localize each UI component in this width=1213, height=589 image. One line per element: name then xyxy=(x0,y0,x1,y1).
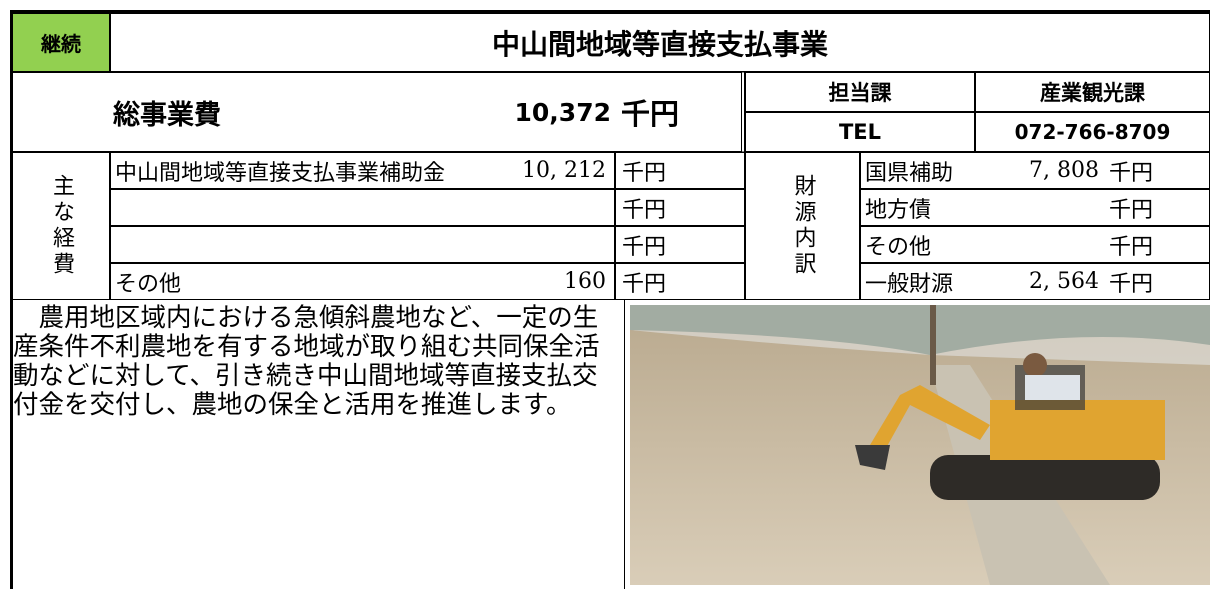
total-unit: 千円 xyxy=(621,97,680,131)
expense-name: 中山間地域等直接支払事業補助金 xyxy=(115,160,446,186)
expenses-label: 主な経費 xyxy=(49,174,74,278)
expense-unit: 千円 xyxy=(622,160,667,186)
funding-unit: 千円 xyxy=(1109,234,1154,260)
funding-label: 財源内訳 xyxy=(790,174,816,278)
total-amount: 10,372 xyxy=(514,97,611,127)
expenses-label-cell: 主な経費 xyxy=(10,152,110,300)
expense-amount: 10, 212 xyxy=(522,158,606,183)
expense-name: その他 xyxy=(115,271,182,297)
expense-unit: 千円 xyxy=(622,234,667,260)
description: 農用地区域内における急傾斜農地など、一定の生産条件不利農地を有する地域が取り組む… xyxy=(13,303,600,420)
funding-name: その他 xyxy=(865,234,932,260)
expense-unit-cell: 千円 xyxy=(615,263,745,300)
title: 中山間地域等直接支払事業 xyxy=(110,10,1210,72)
funding-row: 一般財源 2, 564 千円 xyxy=(860,263,1210,300)
expense-row: 中山間地域等直接支払事業補助金 10, 212 xyxy=(110,152,615,189)
expense-unit-cell: 千円 xyxy=(615,152,745,189)
dept: 産業観光課 xyxy=(975,72,1210,112)
status: 継続 xyxy=(10,10,110,72)
expense-row xyxy=(110,189,615,226)
description-cell: 農用地区域内における急傾斜農地など、一定の生産条件不利農地を有する地域が取り組む… xyxy=(10,300,625,589)
expense-row xyxy=(110,226,615,263)
funding-row: その他 千円 xyxy=(860,226,1210,263)
expense-unit-cell: 千円 xyxy=(615,226,745,263)
tel: 072-766-8709 xyxy=(975,112,1210,152)
expense-unit-cell: 千円 xyxy=(615,189,745,226)
funding-amount: 2, 564 xyxy=(1029,269,1099,294)
total-label: 総事業費 xyxy=(113,99,221,131)
funding-name: 国県補助 xyxy=(865,160,954,186)
expense-row: その他 160 xyxy=(110,263,615,300)
funding-unit: 千円 xyxy=(1109,197,1154,223)
funding-name: 地方債 xyxy=(865,197,932,223)
photo xyxy=(630,305,1210,585)
funding-unit: 千円 xyxy=(1109,160,1154,186)
funding-amount: 7, 808 xyxy=(1029,158,1099,183)
expense-amount: 160 xyxy=(564,269,606,294)
funding-label-cell: 財源内訳 xyxy=(745,152,860,300)
funding-row: 国県補助 7, 808 千円 xyxy=(860,152,1210,189)
expense-unit: 千円 xyxy=(622,197,667,223)
funding-name: 一般財源 xyxy=(865,271,954,297)
expense-unit: 千円 xyxy=(622,271,667,297)
tel-label: TEL xyxy=(745,112,975,152)
dept-label: 担当課 xyxy=(745,72,975,112)
funding-row: 地方債 千円 xyxy=(860,189,1210,226)
funding-unit: 千円 xyxy=(1109,271,1154,297)
total-box: 総事業費 10,372 千円 xyxy=(10,72,745,152)
